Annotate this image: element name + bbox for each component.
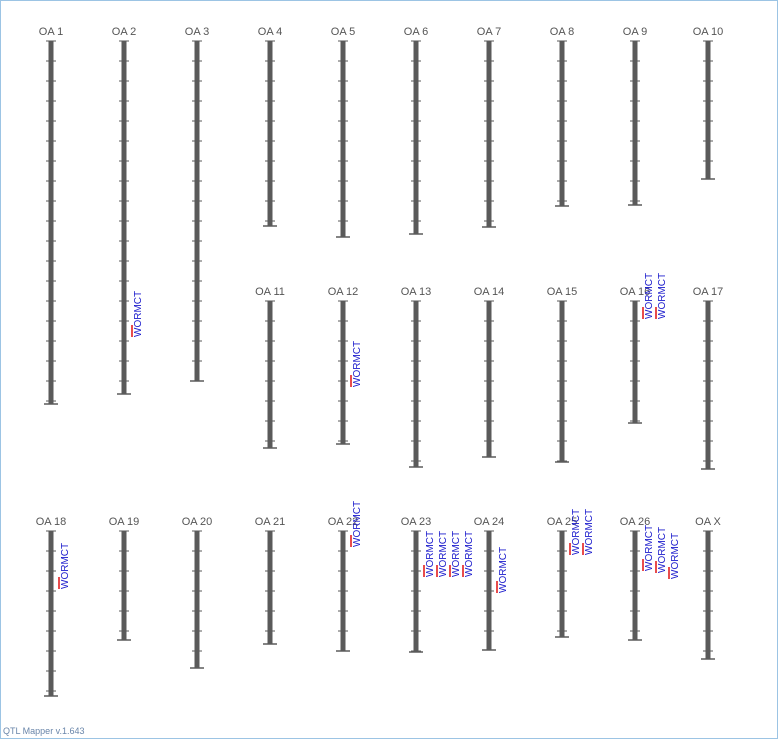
chromosome xyxy=(705,41,711,179)
chromosome xyxy=(194,531,200,668)
chromosome-label: OA 9 xyxy=(623,26,647,38)
qtl-label: WORMCT xyxy=(352,341,363,387)
chromosome-label: OA 20 xyxy=(182,516,213,528)
qtl-label: WORMCT xyxy=(584,509,595,555)
qtl-label: WORMCT xyxy=(352,501,363,547)
chromosome-label: OA 26 xyxy=(620,516,651,528)
chromosome xyxy=(413,301,419,467)
chromosome-label: OA 17 xyxy=(693,286,724,298)
qtl-label: WORMCT xyxy=(438,531,449,577)
chromosome-label: OA 15 xyxy=(547,286,578,298)
chromosome-label: OA 24 xyxy=(474,516,505,528)
qtl-label: WORMCT xyxy=(451,531,462,577)
chromosome xyxy=(486,41,492,227)
chromosome-label: OA 13 xyxy=(401,286,432,298)
qtl-label: WORMCT xyxy=(644,525,655,571)
chromosome xyxy=(121,41,127,394)
chromosome-label: OA 2 xyxy=(112,26,136,38)
chromosome-label: OA 22 xyxy=(328,516,359,528)
chromosome xyxy=(121,531,127,640)
chromosome-label: OA 12 xyxy=(328,286,359,298)
chromosome xyxy=(632,41,638,205)
chromosome xyxy=(194,41,200,381)
chromosome-label: OA 3 xyxy=(185,26,209,38)
chromosome-label: OA 23 xyxy=(401,516,432,528)
chromosome xyxy=(267,301,273,448)
footer: QTL Mapper v.1.643 xyxy=(3,726,85,736)
chromosome xyxy=(632,301,638,423)
chromosome-label: OA 19 xyxy=(109,516,140,528)
chromosome xyxy=(632,531,638,640)
qtl-label: WORMCT xyxy=(644,273,655,319)
chromosome xyxy=(559,41,565,206)
chromosome-label: OA 5 xyxy=(331,26,355,38)
chromosome xyxy=(267,41,273,226)
chromosome xyxy=(48,531,54,696)
chromosome xyxy=(267,531,273,644)
chromosome xyxy=(340,301,346,444)
chromosome xyxy=(413,41,419,234)
chromosome xyxy=(48,41,54,404)
chromosome-label: OA 10 xyxy=(693,26,724,38)
chromosome xyxy=(559,531,565,637)
qtl-label: WORMCT xyxy=(60,543,71,589)
chromosome-label: OA 6 xyxy=(404,26,428,38)
chromosome-label: OA 1 xyxy=(39,26,63,38)
qtl-label: WORMCT xyxy=(571,509,582,555)
chromosome xyxy=(705,531,711,659)
qtl-label: WORMCT xyxy=(657,527,668,573)
chromosome-label: OA 25 xyxy=(547,516,578,528)
chromosome-label: OA 14 xyxy=(474,286,505,298)
chromosome-map: OA 1 OA 2 WORMCT OA 3 OA 4 OA 5 OA 6 OA 7 OA 8 OA… xyxy=(36,26,724,697)
chromosome xyxy=(705,301,711,469)
chromosome-label: OA 16 xyxy=(620,286,651,298)
chromosome-label: OA 18 xyxy=(36,516,67,528)
chromosome-label: OA X xyxy=(695,516,721,528)
qtl-label: WORMCT xyxy=(657,273,668,319)
chromosome-label: OA 21 xyxy=(255,516,286,528)
qtl-label: WORMCT xyxy=(498,547,509,593)
qtl-label: WORMCT xyxy=(425,531,436,577)
chromosome-label: OA 4 xyxy=(258,26,282,38)
chromosome-label: OA 11 xyxy=(255,286,285,298)
chromosome-label: OA 8 xyxy=(550,26,574,38)
chromosome xyxy=(486,301,492,457)
qtl-label: WORMCT xyxy=(133,291,144,337)
chromosome xyxy=(340,41,346,237)
qtl-label: WORMCT xyxy=(464,531,475,577)
qtl-label: WORMCT xyxy=(670,533,681,579)
chromosome-label: OA 7 xyxy=(477,26,501,38)
